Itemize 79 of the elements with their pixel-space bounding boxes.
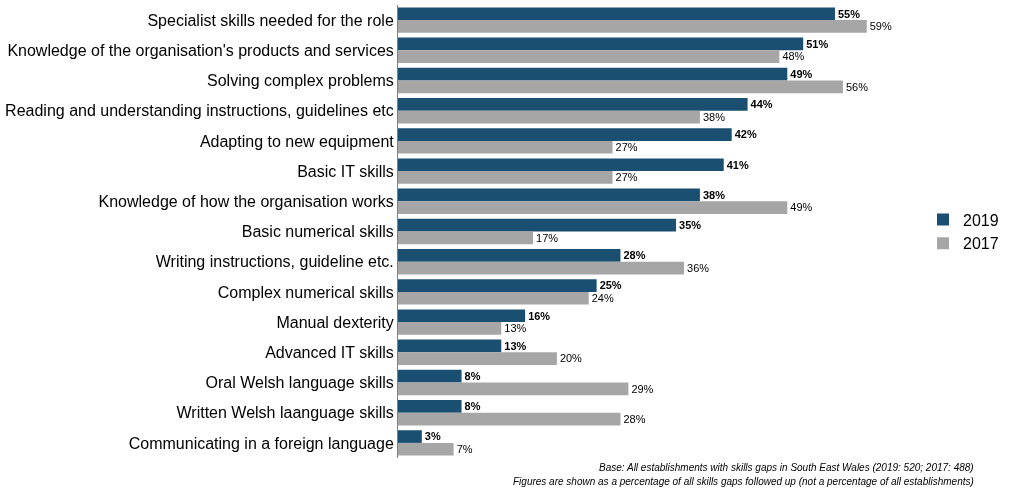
data-label: 3% xyxy=(424,430,441,443)
bar xyxy=(398,188,700,202)
y-tick-label: Knowledge of the organisation's products and services xyxy=(7,41,394,59)
text: Base: All establishments with skills gaps in South East Wales (2019: 520; 2017: 488) xyxy=(599,462,974,473)
y-tick-label: Writing instructions, guideline etc. xyxy=(155,253,394,271)
bar xyxy=(398,279,597,292)
y-tick-label: Advanced IT skills xyxy=(265,343,394,361)
data-label: 49% xyxy=(790,201,813,214)
data-label: 51% xyxy=(806,37,829,50)
data-label: 16% xyxy=(528,309,551,322)
bar xyxy=(398,339,502,353)
bar xyxy=(398,442,454,456)
data-label: 17% xyxy=(536,231,559,244)
bar xyxy=(398,261,685,275)
bar xyxy=(398,50,780,63)
data-label: 49% xyxy=(790,67,813,80)
data-label: 27% xyxy=(615,141,638,154)
y-tick-label: Complex numerical skills xyxy=(217,283,394,301)
data-label: 28% xyxy=(623,412,646,425)
data-label: 48% xyxy=(782,50,805,63)
data-label: 38% xyxy=(702,188,726,201)
data-label: 38% xyxy=(702,110,726,123)
y-tick-label: Oral Welsh language skills xyxy=(205,374,394,392)
data-label: 28% xyxy=(623,249,646,262)
data-label: 20% xyxy=(559,352,583,365)
bar xyxy=(398,201,788,214)
data-label: 59% xyxy=(869,20,892,33)
text: Figures are shown as a percentage of all skills gaps followed up (not a percentage of all establishments) xyxy=(513,476,974,487)
bar xyxy=(398,20,867,33)
bar xyxy=(398,322,502,335)
y-tick-label: Solving complex problems xyxy=(207,72,394,90)
y-tick-label: Adapting to new equipment xyxy=(199,132,395,150)
data-label: 36% xyxy=(687,261,710,274)
bar xyxy=(398,110,700,124)
bar xyxy=(398,67,788,81)
legend-label: 2017 xyxy=(963,235,999,253)
y-tick-label: Manual dexterity xyxy=(276,313,394,331)
bar xyxy=(398,412,621,426)
data-label: 7% xyxy=(456,443,473,456)
bar xyxy=(398,7,835,21)
bar xyxy=(398,218,677,232)
bar xyxy=(398,128,732,141)
bar xyxy=(398,352,557,365)
data-label: 44% xyxy=(750,98,773,111)
data-label: 56% xyxy=(845,80,869,93)
bar xyxy=(398,430,422,443)
y-tick-label: Knowledge of how the organisation works xyxy=(98,192,394,210)
data-label: 35% xyxy=(679,218,702,231)
bar xyxy=(398,37,804,51)
data-label: 13% xyxy=(504,339,527,352)
y-tick-label: Specialist skills needed for the role xyxy=(147,11,394,29)
bar xyxy=(398,382,629,396)
data-label: 8% xyxy=(464,400,481,413)
bar xyxy=(398,249,621,262)
data-label: 13% xyxy=(504,322,527,335)
data-label: 42% xyxy=(734,128,757,141)
bar xyxy=(398,140,613,154)
bar xyxy=(398,291,589,305)
bar xyxy=(398,369,462,383)
data-label: 8% xyxy=(464,369,481,382)
legend-label: 2019 xyxy=(963,211,999,229)
bar xyxy=(398,158,724,172)
y-tick-label: Communicating in a foreign language xyxy=(128,434,394,452)
data-label: 25% xyxy=(599,279,622,292)
bar xyxy=(398,400,462,413)
data-label: 27% xyxy=(615,171,638,184)
data-label: 24% xyxy=(591,292,614,305)
y-tick-label: Basic numerical skills xyxy=(241,223,394,241)
data-label: 29% xyxy=(631,382,654,395)
y-tick-label: Reading and understanding instructions, guidelines etc xyxy=(5,102,394,120)
y-tick-label: Written Welsh laanguage skills xyxy=(176,404,394,422)
bar xyxy=(398,231,534,245)
bar xyxy=(398,171,613,184)
data-label: 55% xyxy=(837,7,861,20)
bar xyxy=(398,80,843,94)
bar xyxy=(398,98,748,111)
y-tick-label: Basic IT skills xyxy=(297,162,394,180)
data-label: 41% xyxy=(726,158,749,171)
bar xyxy=(398,309,526,323)
